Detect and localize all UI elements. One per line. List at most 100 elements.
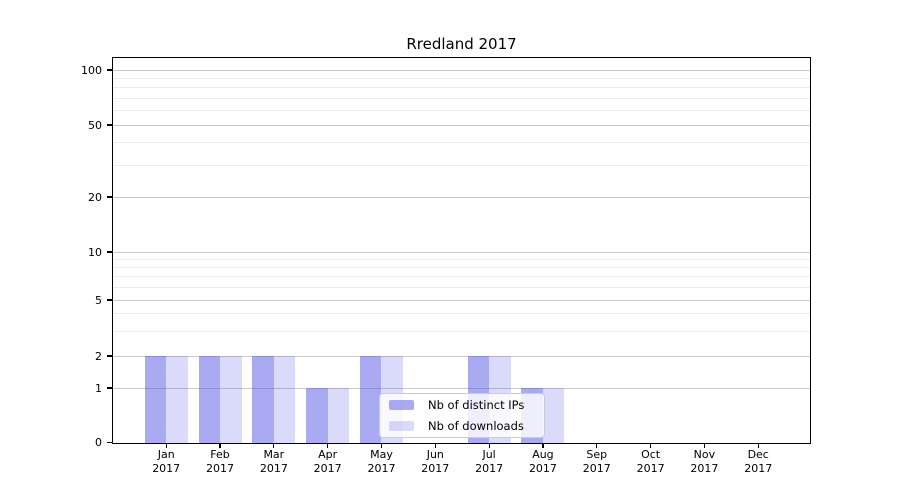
x-tick-mark	[219, 444, 221, 448]
y-tick-mark	[107, 387, 112, 389]
x-tick-year: 2017	[313, 461, 342, 475]
x-tick-month: Jan	[157, 448, 175, 461]
x-tick-label: Sep 2017	[569, 448, 625, 475]
x-tick-mark	[488, 444, 490, 448]
x-tick-year: 2017	[206, 461, 235, 475]
x-tick-label: May 2017	[353, 448, 409, 475]
y-tick-mark	[107, 69, 112, 71]
legend-label-distinct-ips: Nb of distinct IPs	[428, 398, 525, 412]
y-tick-mark	[107, 251, 112, 253]
major-gridline	[113, 196, 810, 198]
minor-gridline	[113, 164, 810, 166]
x-tick-month: Sep	[586, 448, 608, 461]
x-tick-month: Feb	[210, 448, 230, 461]
x-tick-year: 2017	[421, 461, 450, 475]
major-gridline	[113, 251, 810, 253]
x-tick-mark	[703, 444, 705, 448]
legend-entry-distinct-ips: Nb of distinct IPs	[389, 398, 535, 412]
x-tick-month: Jul	[482, 448, 496, 461]
x-tick-year: 2017	[475, 461, 504, 475]
minor-gridline	[113, 87, 810, 89]
y-tick-mark	[107, 196, 112, 198]
y-tick-label: 20	[88, 190, 102, 204]
minor-gridline	[113, 110, 810, 112]
x-tick-year: 2017	[152, 461, 181, 475]
x-tick-year: 2017	[582, 461, 611, 475]
y-tick-label: 0	[95, 436, 102, 450]
x-tick-month: Dec	[747, 448, 769, 461]
x-tick-year: 2017	[636, 461, 665, 475]
bar-distinct-ips	[359, 356, 382, 443]
y-tick-mark	[107, 442, 112, 444]
legend-swatch-downloads	[389, 421, 414, 431]
x-tick-month: May	[370, 448, 393, 461]
legend-entry-downloads: Nb of downloads	[389, 419, 535, 433]
major-gridline	[113, 299, 810, 301]
bar-downloads	[273, 356, 296, 443]
y-tick-label: 50	[88, 118, 102, 132]
x-tick-label: Dec 2017	[730, 448, 786, 475]
x-tick-month: Oct	[641, 448, 661, 461]
y-tick-mark	[107, 124, 112, 126]
x-tick-month: Aug	[532, 448, 554, 461]
x-tick-label: Oct 2017	[623, 448, 679, 475]
x-tick-label: Aug 2017	[515, 448, 571, 475]
bar-downloads	[220, 356, 242, 443]
x-tick-year: 2017	[528, 461, 557, 475]
x-tick-mark	[327, 444, 329, 448]
x-tick-month: Mar	[263, 448, 285, 461]
x-tick-mark	[757, 444, 759, 448]
bar-distinct-ips	[198, 356, 221, 443]
y-tick-label: 10	[88, 245, 102, 259]
y-tick-label: 1	[95, 381, 102, 395]
y-tick-label: 2	[95, 349, 102, 363]
bar-downloads	[166, 356, 188, 443]
minor-gridline	[113, 286, 810, 288]
x-tick-mark	[273, 444, 275, 448]
x-tick-label: Jul 2017	[461, 448, 517, 475]
x-tick-mark	[542, 444, 544, 448]
minor-gridline	[113, 77, 810, 79]
major-gridline	[113, 355, 810, 357]
x-tick-mark	[649, 444, 652, 448]
y-tick-mark	[107, 299, 112, 301]
x-tick-month: Jun	[426, 448, 444, 461]
bar-distinct-ips	[144, 356, 167, 443]
minor-gridline	[113, 276, 810, 278]
x-tick-month: Apr	[318, 448, 338, 461]
x-tick-year: 2017	[744, 461, 773, 475]
bar-downloads	[542, 388, 565, 443]
minor-gridline	[113, 266, 810, 268]
minor-gridline	[113, 142, 810, 144]
chart-title: Rredland 2017	[406, 35, 517, 53]
legend: Nb of distinct IPs Nb of downloads	[379, 393, 545, 438]
x-tick-year: 2017	[367, 461, 396, 475]
x-tick-month: Nov	[693, 448, 716, 461]
y-tick-label: 5	[95, 293, 102, 307]
major-gridline	[113, 69, 810, 71]
minor-gridline	[113, 97, 810, 99]
major-gridline	[113, 387, 810, 389]
legend-label-downloads: Nb of downloads	[428, 419, 524, 433]
x-tick-mark	[165, 444, 167, 448]
x-tick-mark	[380, 444, 383, 448]
x-tick-label: Apr 2017	[300, 448, 356, 475]
x-tick-label: Feb 2017	[192, 448, 248, 475]
bar-downloads	[327, 388, 350, 443]
major-gridline	[113, 124, 810, 126]
bar-distinct-ips	[306, 388, 328, 443]
x-tick-label: Jan 2017	[138, 448, 194, 475]
legend-swatch-distinct-ips	[389, 400, 414, 410]
minor-gridline	[113, 258, 810, 260]
y-tick-label: 100	[81, 63, 102, 77]
x-tick-year: 2017	[690, 461, 719, 475]
x-tick-label: Mar 2017	[246, 448, 302, 475]
minor-gridline	[113, 313, 810, 315]
minor-gridline	[113, 330, 810, 332]
x-tick-label: Nov 2017	[676, 448, 732, 475]
x-tick-year: 2017	[259, 461, 288, 475]
bar-distinct-ips	[252, 356, 274, 443]
x-tick-mark	[596, 444, 598, 448]
x-tick-label: Jun 2017	[407, 448, 463, 475]
